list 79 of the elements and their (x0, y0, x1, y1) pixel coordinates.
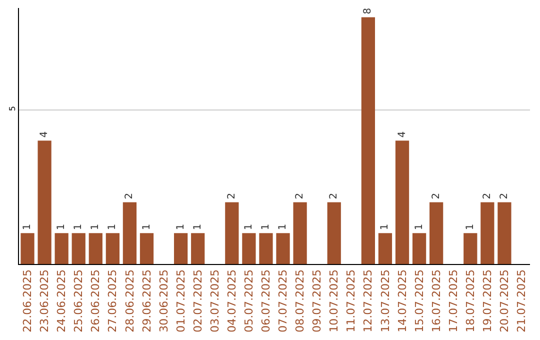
bar (122, 202, 137, 264)
bar (259, 233, 273, 264)
x-tick-label: 30.06.2025 (157, 269, 170, 332)
x-tick-label: 03.07.2025 (208, 269, 222, 332)
data-label: 1 (192, 224, 204, 230)
bar (464, 233, 478, 264)
data-label: 1 (22, 224, 34, 230)
bar (174, 233, 188, 264)
x-tick-label: 05.07.2025 (242, 269, 256, 332)
x-tick-label: 26.06.2025 (89, 269, 102, 332)
bar (191, 233, 205, 264)
data-label: 1 (260, 224, 272, 230)
bar (378, 233, 392, 264)
x-tick-label: 08.07.2025 (294, 269, 307, 332)
x-tick-label: 10.07.2025 (328, 269, 341, 332)
data-label: 2 (124, 192, 136, 200)
x-tick-label: 25.06.2025 (72, 269, 86, 332)
x-tick-label: 09.07.2025 (310, 269, 324, 332)
x-tick-label: 24.06.2025 (55, 269, 68, 332)
data-label: 2 (498, 192, 510, 200)
bar (225, 202, 239, 264)
data-label: 1 (73, 224, 84, 230)
data-label: 4 (396, 131, 408, 138)
x-tick-label: 22.06.2025 (21, 269, 34, 332)
data-label: 1 (243, 224, 254, 230)
bar (327, 202, 341, 264)
data-label: 1 (90, 224, 102, 230)
bar (140, 233, 154, 264)
bar (242, 233, 256, 264)
bar (20, 233, 34, 264)
x-tick-label: 28.06.2025 (123, 269, 136, 332)
bar (395, 140, 410, 264)
x-tick-label: 20.07.2025 (498, 269, 512, 332)
x-tick-label: 07.07.2025 (276, 269, 290, 332)
data-label: 8 (362, 8, 374, 14)
bar (430, 202, 444, 264)
data-label: 1 (141, 224, 152, 230)
bar (480, 202, 494, 264)
x-tick-label: 12.07.2025 (362, 269, 375, 332)
x-tick-label: 06.07.2025 (260, 269, 273, 332)
x-tick-label: 04.07.2025 (225, 269, 238, 332)
x-tick-label: 14.07.2025 (396, 269, 409, 332)
bar (361, 17, 375, 264)
bar (293, 202, 307, 264)
bar (54, 233, 68, 264)
data-label: 4 (39, 131, 50, 138)
data-label: 2 (226, 192, 238, 200)
data-label: 1 (414, 224, 425, 230)
x-tick-label: 02.07.2025 (191, 269, 204, 332)
x-tick-label: 15.07.2025 (412, 269, 426, 332)
data-label: 1 (107, 224, 118, 230)
x-tick-label: 21.07.2025 (515, 269, 528, 332)
x-tick-label: 16.07.2025 (430, 269, 443, 332)
data-label: 2 (430, 192, 442, 200)
y-tick-label: 5 (8, 106, 17, 112)
x-tick-label: 11.07.2025 (344, 269, 358, 332)
x-tick-label: 18.07.2025 (464, 269, 477, 332)
data-label: 1 (278, 224, 289, 230)
bar (88, 233, 102, 264)
data-label: 2 (328, 192, 340, 200)
x-tick-label: 23.06.2025 (38, 269, 52, 332)
data-label: 2 (294, 192, 306, 200)
bar (38, 140, 52, 264)
x-tick-label: 13.07.2025 (378, 269, 392, 332)
data-label: 1 (56, 224, 68, 230)
bar (276, 233, 290, 264)
bar (412, 233, 426, 264)
x-tick-label: 29.06.2025 (140, 269, 154, 332)
x-tick-label: 01.07.2025 (174, 269, 188, 332)
bar (498, 202, 512, 264)
x-tick-label: 19.07.2025 (480, 269, 494, 332)
bar (106, 233, 120, 264)
bar (72, 233, 86, 264)
data-label: 1 (175, 224, 186, 230)
x-tick-label: 27.06.2025 (106, 269, 120, 332)
data-label: 1 (380, 224, 391, 230)
x-tick-label: 17.07.2025 (446, 269, 460, 332)
data-label: 2 (482, 192, 493, 200)
data-label: 1 (464, 224, 476, 230)
